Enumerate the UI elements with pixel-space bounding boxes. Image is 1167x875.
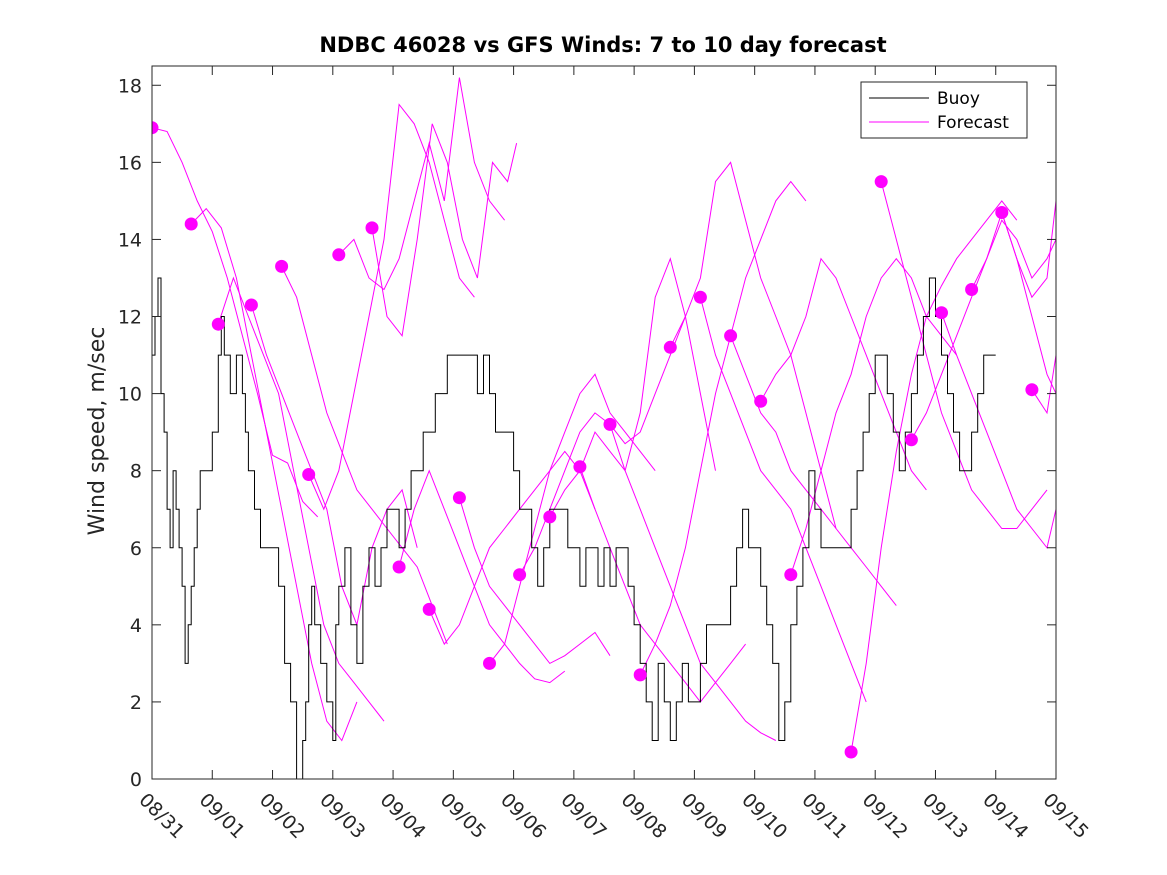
forecast-line-17 (639, 180, 807, 676)
forecast-start-marker-24 (874, 175, 888, 189)
y-tick-label: 6 (130, 538, 142, 560)
x-tick-label: 09/08 (617, 789, 671, 843)
x-tick-label: 09/05 (436, 789, 490, 843)
buoy-line (152, 277, 996, 779)
forecast-start-marker-12 (483, 656, 496, 670)
forecast-line-19 (699, 297, 867, 703)
x-tick-label: 09/02 (255, 789, 309, 843)
forecast-line-9 (398, 469, 566, 684)
forecast-start-marker-3 (211, 317, 225, 331)
axes-layer: 0 2 4 6 8 10 12 14 16 18 08/31 09/01 09/02 09/03 09/04… (118, 65, 1093, 843)
y-tick-label: 0 (130, 769, 142, 791)
x-tick-label: 09/15 (1038, 789, 1092, 843)
x-tick-label: 09/09 (677, 789, 731, 843)
chart-title: NDBC 46028 vs GFS Winds: 7 to 10 day for… (319, 33, 886, 57)
series-layer (152, 77, 1056, 779)
forecast-line-16 (609, 424, 777, 741)
x-tick-label: 09/07 (556, 789, 610, 843)
forecast-start-marker-1 (152, 121, 159, 135)
legend: Buoy Forecast (860, 81, 1028, 139)
forecast-start-marker-2 (184, 217, 198, 231)
forecast-start-marker-9 (392, 560, 406, 574)
x-tick-label: 09/13 (918, 789, 972, 843)
forecast-line-11 (458, 497, 611, 665)
plot-frame (151, 65, 1057, 780)
y-tick-label: 14 (118, 229, 142, 251)
forecast-line-3 (217, 276, 385, 722)
forecast-start-marker-17 (633, 668, 647, 682)
forecast-line-12 (489, 373, 656, 664)
forecast-start-marker-22 (784, 568, 798, 582)
forecast-start-marker-20 (724, 329, 738, 343)
forecast-start-marker-10 (422, 602, 436, 616)
forecast-start-marker-7 (332, 248, 346, 262)
forecast-start-marker-21 (754, 394, 768, 408)
forecast-start-marker-16 (603, 417, 617, 431)
forecast-start-marker-6 (302, 468, 316, 481)
forecast-line-18 (669, 161, 837, 529)
x-tick-label: 09/14 (978, 789, 1032, 843)
legend-box (860, 81, 1028, 139)
x-tick-label: 09/11 (797, 789, 851, 843)
x-tick-label: 09/01 (195, 789, 249, 843)
y-tick-label: 10 (118, 384, 142, 406)
forecast-line-15 (579, 466, 746, 703)
y-tick-label: 18 (118, 75, 142, 97)
forecast-line-22 (790, 257, 957, 575)
y-tick-label: 16 (118, 152, 142, 174)
forecast-start-marker-26 (935, 306, 948, 320)
forecast-start-marker-18 (663, 340, 677, 354)
x-tick-label: 09/04 (376, 789, 430, 843)
x-tick-label: 09/10 (737, 789, 791, 843)
forecast-line-21 (760, 257, 927, 491)
forecast-line-24 (880, 181, 1048, 529)
forecast-line-26 (941, 312, 1056, 549)
forecast-start-marker-13 (513, 568, 527, 582)
y-tick-label: 8 (130, 461, 142, 483)
y-tick-label: 12 (118, 307, 142, 329)
forecast-start-marker-27 (965, 283, 979, 296)
y-tick-label: 4 (130, 615, 142, 637)
legend-forecast-label: Forecast (937, 113, 1009, 133)
y-tick-label: 2 (130, 692, 142, 714)
forecast-line-23 (850, 200, 1018, 753)
forecast-start-marker-25 (904, 433, 918, 447)
forecast-start-marker-5 (275, 259, 289, 273)
x-tick-label: 09/06 (496, 789, 550, 843)
x-tick-label: 09/12 (858, 789, 912, 843)
forecast-line-7 (338, 77, 505, 291)
forecast-start-marker-19 (693, 290, 707, 304)
forecast-line-4 (250, 304, 418, 627)
forecast-line-14 (549, 257, 716, 518)
forecast-start-marker-29 (1025, 383, 1039, 397)
forecast-start-marker-8 (365, 221, 379, 235)
forecast-line-29 (1031, 355, 1056, 415)
x-tick-label: 08/31 (134, 789, 188, 843)
forecast-line-2 (190, 207, 358, 742)
forecast-start-marker-15 (573, 460, 587, 474)
forecast-line-5 (281, 266, 448, 645)
forecast-line-10 (428, 450, 596, 646)
forecast-line-8 (371, 123, 518, 338)
x-tick-label: 09/03 (315, 789, 369, 843)
forecast-line-25 (910, 219, 1056, 441)
forecast-start-marker-11 (452, 491, 466, 505)
forecast-line-13 (519, 316, 686, 575)
forecast-start-marker-14 (543, 510, 557, 524)
forecast-line-1 (152, 127, 319, 518)
y-axis-label: Wind speed, m/sec (85, 327, 110, 536)
forecast-start-marker-4 (244, 298, 258, 312)
forecast-start-marker-23 (844, 745, 858, 759)
legend-buoy-label: Buoy (937, 89, 980, 109)
forecast-line-28 (1001, 212, 1056, 394)
forecast-start-marker-28 (995, 206, 1009, 219)
forecast-line-6 (308, 103, 475, 511)
